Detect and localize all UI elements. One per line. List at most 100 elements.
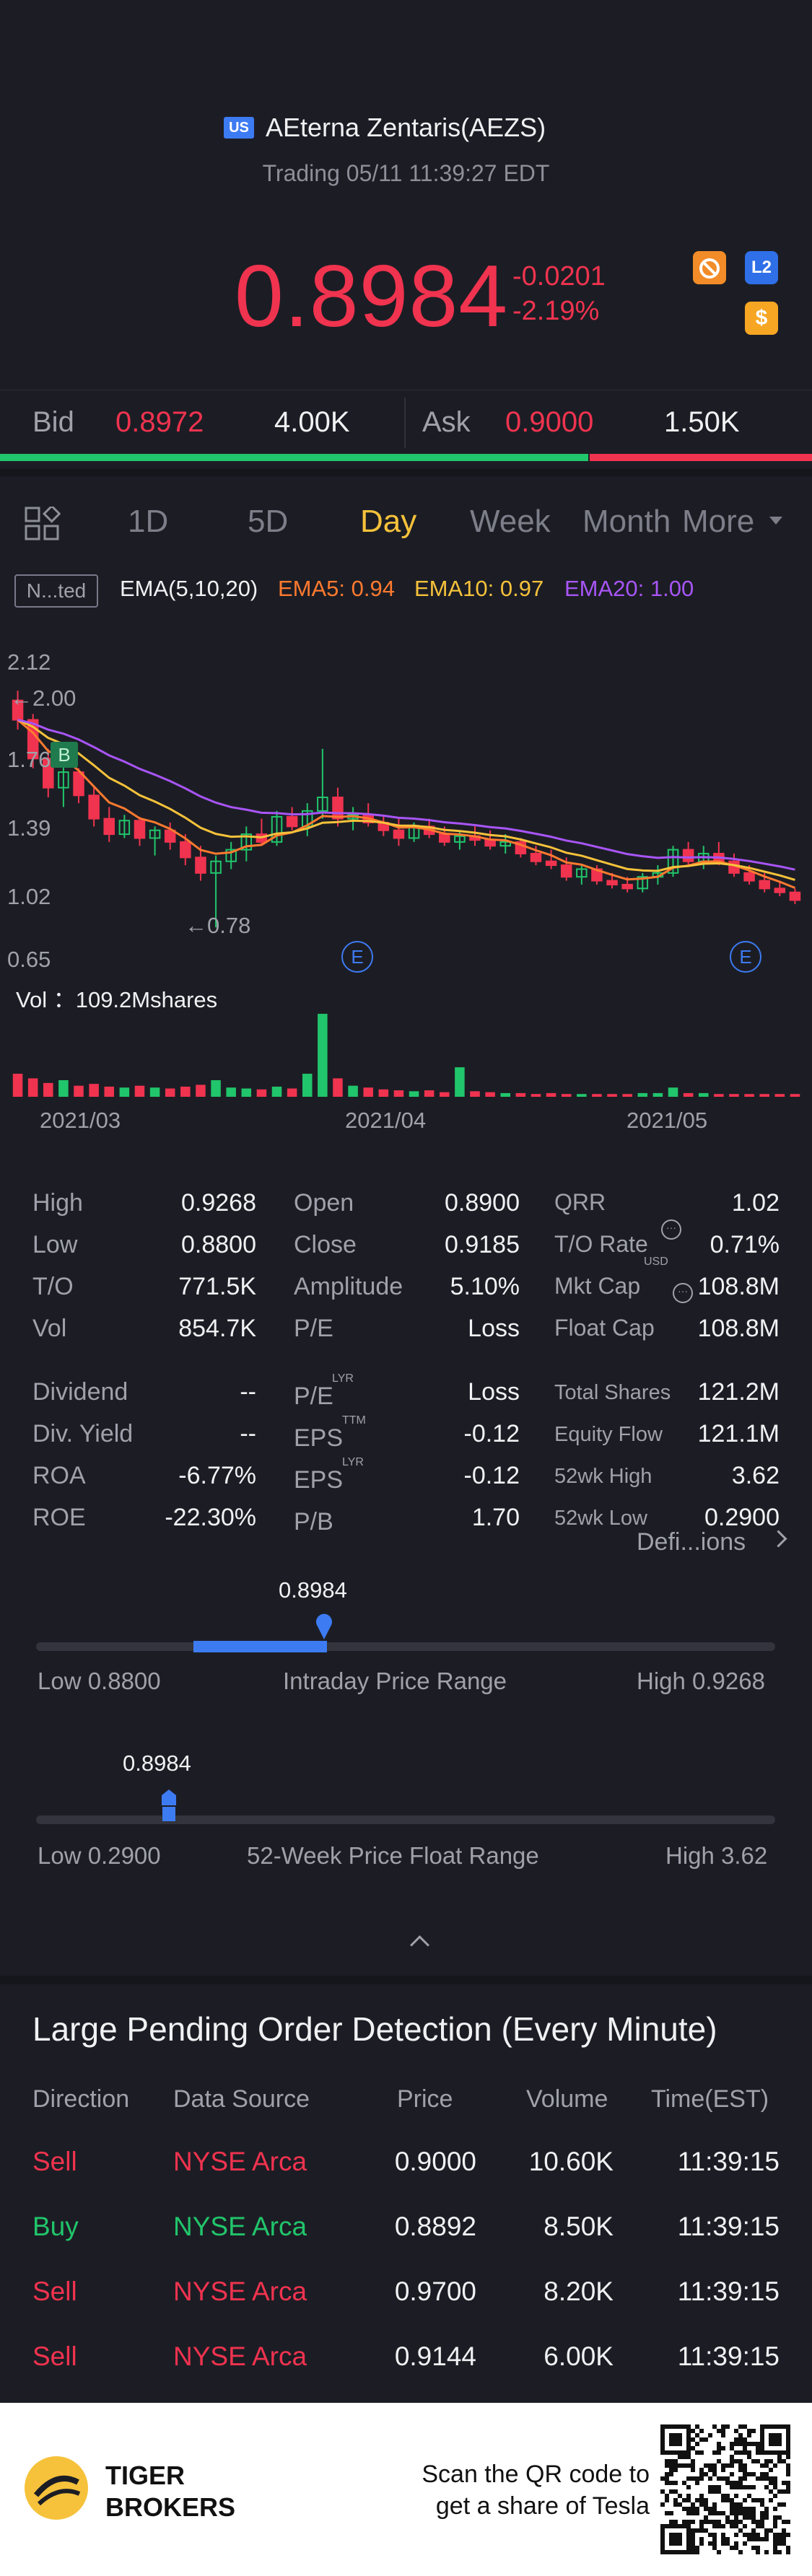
l2-icon[interactable]: L2 <box>745 251 778 284</box>
tab-1d[interactable]: 1D <box>128 504 169 539</box>
tab-5d[interactable]: 5D <box>248 504 289 539</box>
volume-bar <box>318 1014 328 1097</box>
region-badge: US <box>224 117 254 139</box>
stat-value: Loss <box>468 1378 520 1406</box>
stock-header: US AEterna Zentaris(AEZS) Trading 05/11 … <box>0 0 812 382</box>
candle-body <box>743 872 755 882</box>
stat-label: Float Cap <box>554 1315 655 1341</box>
tab-week[interactable]: Week <box>470 504 551 539</box>
gauge-icon[interactable] <box>693 251 726 284</box>
volume-label: Vol ：109.2Mshares <box>16 987 218 1012</box>
chevron-down-icon[interactable] <box>769 517 782 525</box>
y-tick-label: 0.65 <box>7 947 51 972</box>
x-tick-label: 2021/05 <box>627 1108 708 1133</box>
brand-line-2: BROKERS <box>105 2492 236 2522</box>
stat-label: T/O Rate <box>554 1231 648 1257</box>
definitions-link[interactable]: Defi...ions <box>637 1528 746 1556</box>
order-source: NYSE Arca <box>173 2341 307 2371</box>
stat-value: 0.9268 <box>181 1189 256 1217</box>
stat-value: 1.02 <box>731 1189 780 1217</box>
volume-bar <box>592 1094 602 1097</box>
orders-title: Large Pending Order Detection (Every Min… <box>32 2010 717 2048</box>
volume-bar <box>104 1086 115 1097</box>
order-time: 11:39:15 <box>677 2147 780 2176</box>
chevron-up-icon[interactable] <box>410 1935 429 1955</box>
volume-bar <box>211 1080 221 1097</box>
order-time: 11:39:15 <box>677 2341 780 2371</box>
volume-bar <box>424 1090 435 1097</box>
candle-body <box>530 852 542 862</box>
stat-label: Vol <box>32 1315 67 1342</box>
candle-body <box>332 797 344 820</box>
intraday-low: Low 0.8800 <box>38 1668 161 1694</box>
candle-body <box>225 849 237 862</box>
dollar-icon[interactable]: $ <box>745 302 778 335</box>
stat-label: 52wk High <box>554 1465 652 1488</box>
candle-body <box>667 849 679 874</box>
volume-bar <box>409 1091 419 1097</box>
volume-bar <box>515 1092 526 1097</box>
ema-title[interactable]: EMA(5,10,20) <box>120 576 258 601</box>
volume-bar <box>165 1088 175 1097</box>
stat-label: 52wk Low <box>554 1507 647 1530</box>
stat-value: -- <box>240 1420 256 1447</box>
chevron-right-icon[interactable] <box>769 1530 787 1548</box>
candle-body <box>180 841 191 859</box>
order-direction: Sell <box>32 2341 77 2371</box>
stat-label: Open <box>294 1189 354 1217</box>
candle-body <box>454 835 466 843</box>
intraday-pointer-icon <box>315 1613 333 1644</box>
candle-body <box>576 868 588 878</box>
candle-body <box>164 829 176 843</box>
volume-bar <box>729 1094 739 1097</box>
volume-bar <box>196 1085 206 1097</box>
stat-value: 0.2900 <box>704 1504 780 1531</box>
stat-label: ROE <box>32 1504 86 1531</box>
stat-value: 0.71% <box>710 1231 780 1258</box>
order-source: NYSE Arca <box>173 2212 307 2241</box>
stock-name[interactable]: AEterna Zentaris(AEZS) <box>266 113 546 142</box>
order-volume: 8.20K <box>543 2277 614 2306</box>
candle-body <box>499 841 512 847</box>
earnings-marker[interactable]: E <box>341 941 373 973</box>
volume-bar <box>287 1088 297 1097</box>
week52-pointer-icon <box>161 1789 177 1825</box>
tab-more[interactable]: More <box>682 504 755 539</box>
ask-label: Ask <box>422 406 471 438</box>
info-icon[interactable]: ··· <box>661 1219 681 1240</box>
volume-bar <box>637 1092 648 1097</box>
ema20-value: EMA20: 1.00 <box>564 576 694 601</box>
stat-label: Total Shares <box>554 1381 671 1404</box>
buy-marker[interactable]: B <box>51 742 78 768</box>
volume-bar <box>607 1094 617 1097</box>
info-icon[interactable]: ··· <box>673 1283 693 1303</box>
volume-bar <box>89 1084 99 1097</box>
y-tick-label: 1.39 <box>7 815 51 841</box>
volume-bar <box>759 1094 769 1097</box>
stat-label: P/E <box>294 1383 333 1410</box>
order-time: 11:39:15 <box>677 2212 780 2241</box>
earnings-marker[interactable]: E <box>730 941 761 973</box>
promo-footer: TIGER BROKERS Scan the QR code to get a … <box>0 2403 812 2576</box>
grid-icon[interactable] <box>25 504 61 545</box>
order-volume: 10.60K <box>528 2147 614 2176</box>
orders-header-time: Time(EST) <box>651 2085 769 2113</box>
tab-month[interactable]: Month <box>582 504 671 539</box>
stat-label: EPS <box>294 1466 344 1494</box>
adjust-toggle[interactable]: N...ted <box>14 574 98 608</box>
candle-body <box>73 771 84 797</box>
volume-bar <box>561 1094 572 1097</box>
stat-value: -22.30% <box>165 1504 256 1531</box>
y-tick-label: 1.02 <box>7 884 51 909</box>
scan-line-1: Scan the QR code to <box>422 2461 650 2488</box>
order-direction: Sell <box>32 2277 77 2306</box>
candle-body <box>195 857 206 874</box>
tab-day[interactable]: Day <box>360 504 417 539</box>
ema10-line <box>17 719 795 881</box>
volume-bar <box>12 1074 23 1097</box>
price-chart[interactable] <box>0 635 812 1111</box>
volume-bar <box>149 1087 160 1097</box>
ema10-value: EMA10: 0.97 <box>414 576 544 601</box>
candle-body <box>58 771 69 789</box>
ask-price: 0.9000 <box>505 406 594 438</box>
